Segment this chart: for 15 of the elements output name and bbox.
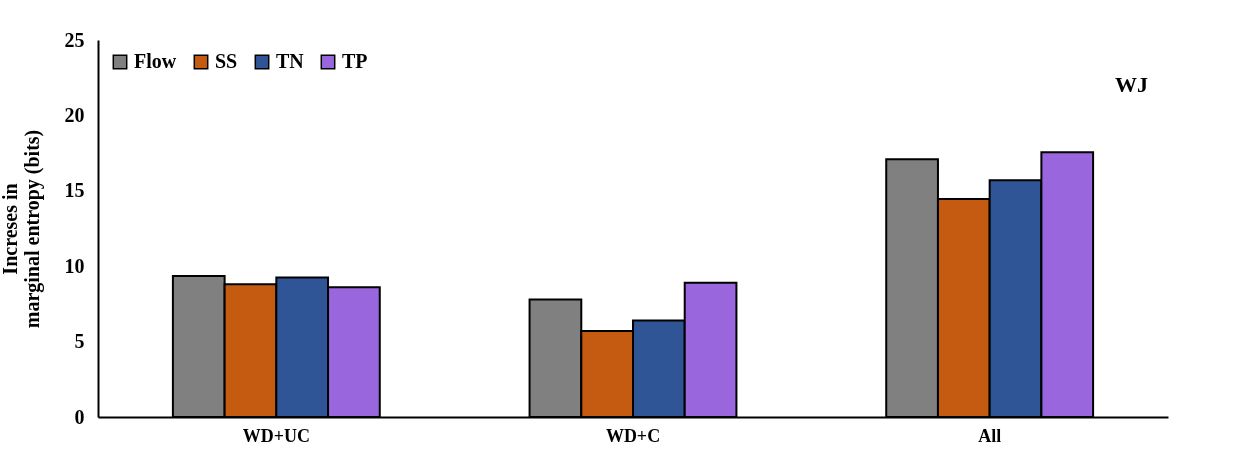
y-tick-label: 0: [74, 405, 85, 428]
y-tick-label: 25: [64, 28, 85, 51]
legend-label: TP: [342, 50, 368, 72]
x-tick-label: WD+C: [605, 425, 661, 446]
x-tick-label: WD+UC: [242, 425, 310, 446]
legend-label: SS: [215, 50, 238, 72]
y-tick-label: 15: [64, 179, 85, 202]
x-tick-label: All: [978, 425, 1002, 446]
legend-label: TN: [276, 50, 305, 72]
y-axis-title: Increses in marginal entropy (bits): [0, 129, 44, 329]
legend-label: Flow: [134, 50, 177, 72]
y-tick-label: 5: [74, 330, 85, 353]
y-tick-label: 20: [64, 103, 85, 126]
y-tick-label: 10: [64, 254, 85, 277]
annotation: WJ: [1115, 72, 1148, 97]
